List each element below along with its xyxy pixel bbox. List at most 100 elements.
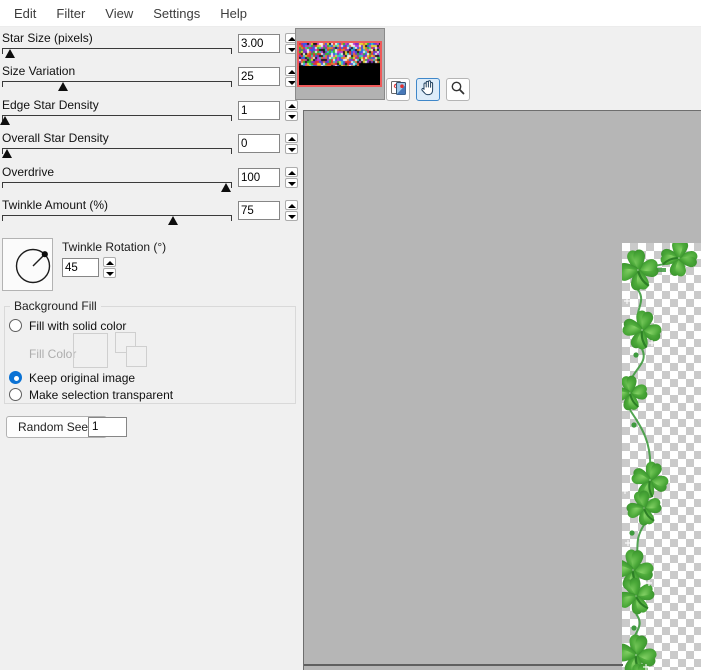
spin-down-button[interactable]	[103, 268, 116, 278]
thumbnail-noise-image	[299, 43, 380, 66]
vine-bud	[631, 625, 637, 631]
menu-item-edit[interactable]: Edit	[14, 5, 37, 21]
sparkle-glint	[649, 340, 655, 346]
vine-bud	[633, 352, 639, 358]
slider-track[interactable]	[2, 182, 232, 189]
preview-toolbar	[386, 78, 470, 101]
slider-row: Twinkle Amount (%)	[2, 198, 300, 231]
image-bottom-edge	[304, 664, 623, 666]
slider-row: Edge Star Density	[0, 98, 300, 131]
slider-thumb[interactable]	[221, 183, 231, 192]
background-fill-group: Background Fill Fill with solid color Kee…	[4, 299, 296, 404]
radio-selected[interactable]	[9, 371, 22, 384]
slider-thumb[interactable]	[58, 82, 68, 91]
slider-value-input[interactable]	[238, 34, 280, 53]
radio-option-row: Make selection transparent	[9, 387, 173, 402]
spin-buttons	[285, 200, 298, 221]
menu-item-help[interactable]: Help	[220, 5, 247, 21]
slider-label: Star Size (pixels)	[2, 31, 93, 45]
sparkle-glint	[625, 540, 631, 546]
spin-up-button[interactable]	[285, 100, 298, 110]
slider-label: Overall Star Density	[2, 131, 109, 145]
slider-label: Overdrive	[2, 165, 55, 179]
radio-unselected[interactable]	[9, 319, 22, 332]
radio-unselected[interactable]	[9, 388, 22, 401]
slider-label: Edge Star Density	[2, 98, 99, 112]
sparkle-glint	[624, 298, 630, 304]
random-seed-button[interactable]: Random Seed	[6, 416, 107, 438]
spin-down-button[interactable]	[285, 211, 298, 221]
spin-down-button[interactable]	[285, 111, 298, 121]
navigator-view-rect[interactable]	[297, 41, 382, 87]
zoom-magnifier-icon	[450, 80, 466, 99]
spin-up-button[interactable]	[285, 167, 298, 177]
menu-bar: Edit Filter View Settings Help	[0, 0, 701, 27]
clover-graphic	[622, 371, 652, 415]
radio-label: Keep original image	[29, 370, 136, 385]
slider-label: Twinkle Amount (%)	[2, 198, 109, 212]
slider-label: Size Variation	[2, 64, 76, 78]
compare-icon	[390, 80, 407, 99]
fill-color-secondary-swatch[interactable]	[115, 332, 136, 353]
spin-up-button[interactable]	[103, 257, 116, 267]
slider-track[interactable]	[2, 48, 232, 55]
slider-track[interactable]	[2, 115, 232, 122]
spin-buttons	[285, 133, 298, 154]
zoom-magnifier-tool-button[interactable]	[446, 78, 470, 101]
slider-value-input[interactable]	[238, 67, 280, 86]
clover-border-art	[622, 243, 701, 670]
clover-graphic	[623, 453, 677, 507]
slider-value-input[interactable]	[238, 134, 280, 153]
slider-row: Size Variation	[2, 64, 300, 97]
slider-track[interactable]	[2, 215, 232, 222]
spin-buttons	[285, 167, 298, 188]
radio-option-row: Fill with solid color	[9, 318, 126, 333]
menu-item-settings[interactable]: Settings	[153, 5, 201, 21]
slider-thumb[interactable]	[168, 216, 178, 225]
menu-item-view[interactable]: View	[105, 5, 134, 21]
preview-navigator	[295, 28, 385, 100]
clover-graphic	[622, 484, 668, 532]
slider-thumb[interactable]	[2, 149, 12, 158]
slider-value-input[interactable]	[238, 168, 280, 187]
fill-color-primary-swatch[interactable]	[126, 346, 147, 367]
spin-up-button[interactable]	[285, 200, 298, 210]
slider-value-input[interactable]	[238, 201, 280, 220]
sparkle-glint	[646, 580, 652, 586]
clover-graphic	[622, 303, 669, 357]
sparkle-glint	[643, 664, 649, 670]
clover-graphic	[622, 627, 664, 670]
twinkle-rotation-input[interactable]	[62, 258, 99, 277]
twinkle-rotation-dial[interactable]	[2, 238, 53, 291]
random-seed-input[interactable]	[88, 417, 127, 437]
vine-path	[628, 260, 677, 646]
spin-down-button[interactable]	[285, 144, 298, 154]
spin-buttons	[285, 100, 298, 121]
pan-hand-icon	[419, 79, 437, 100]
menu-item-filter[interactable]: Filter	[56, 5, 86, 21]
slider-row: Overdrive	[2, 165, 300, 198]
slider-value-input[interactable]	[238, 101, 280, 120]
slider-row: Overall Star Density	[2, 131, 300, 164]
fill-color-swatch[interactable]	[73, 333, 108, 368]
twinkle-rotation-label: Twinkle Rotation (°)	[62, 240, 167, 254]
slider-track[interactable]	[2, 81, 232, 88]
sparkle-glint	[622, 488, 628, 494]
twinkle-rotation-spinner	[103, 257, 116, 278]
slider-row: Star Size (pixels)	[2, 31, 300, 64]
image-transparent-strip	[622, 243, 701, 670]
slider-thumb[interactable]	[5, 49, 15, 58]
spin-down-button[interactable]	[285, 178, 298, 188]
spin-up-button[interactable]	[285, 133, 298, 143]
preview-canvas[interactable]	[303, 110, 701, 670]
clover-graphic	[622, 243, 665, 297]
slider-track[interactable]	[2, 148, 232, 155]
compare-tool-button[interactable]	[386, 78, 410, 101]
radio-label: Fill with solid color	[29, 318, 127, 333]
fill-color-label: Fill Color	[29, 347, 77, 361]
pan-hand-tool-button[interactable]	[416, 78, 440, 101]
radio-label: Make selection transparent	[29, 387, 174, 402]
vine-bud	[631, 422, 637, 428]
slider-thumb[interactable]	[0, 116, 10, 125]
